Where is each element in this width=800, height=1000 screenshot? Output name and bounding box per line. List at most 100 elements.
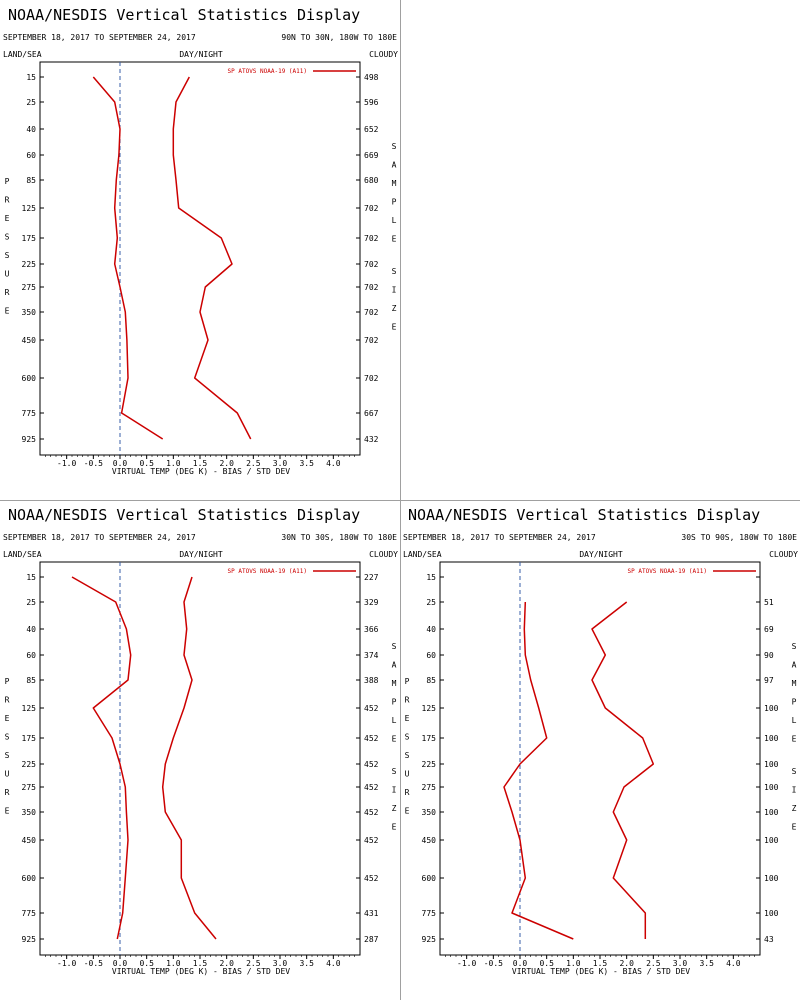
sample-axis-letter: A	[392, 161, 397, 170]
size-axis-letter: I	[392, 786, 397, 795]
x-tick-label: 2.0	[219, 959, 234, 968]
sample-size-label: 287	[364, 935, 379, 944]
cloudy-label: CLOUDY	[769, 550, 798, 559]
chart-svg-3: NOAA/NESDIS Vertical Statistics Display S…	[403, 506, 798, 976]
pressure-axis-letter: R	[5, 196, 10, 205]
sample-size-label: 452	[364, 760, 379, 769]
sample-axis-letter: E	[392, 735, 397, 744]
pressure-level-label: 25	[26, 98, 36, 107]
pressure-level-label: 60	[26, 651, 36, 660]
pressure-level-label: 225	[422, 760, 437, 769]
pressure-level-label: 925	[22, 935, 37, 944]
size-axis-letter: Z	[392, 804, 397, 813]
x-tick-label: -1.0	[457, 959, 476, 968]
pressure-axis-letter: R	[5, 696, 10, 705]
pressure-level-label: 350	[22, 308, 37, 317]
plot-frame	[439, 561, 761, 956]
bias-series-line	[92, 76, 164, 440]
std-dev-series-line	[172, 76, 252, 440]
sample-size-label: 452	[364, 704, 379, 713]
x-tick-label: 3.0	[273, 459, 288, 468]
pressure-axis-letter: E	[5, 807, 10, 816]
legend-label: SP ATOVS NOAA-19 (A11)	[228, 68, 307, 75]
pressure-level-label: 60	[26, 151, 36, 160]
sample-axis-letter: P	[392, 198, 397, 207]
pressure-level-label: 85	[426, 676, 436, 685]
sample-size-label: 452	[364, 734, 379, 743]
sample-axis-letter: P	[792, 698, 797, 707]
pressure-axis-letter: U	[405, 770, 410, 779]
sample-size-label: 100	[764, 734, 779, 743]
sample-size-label: 69	[764, 625, 774, 634]
sample-size-label: 100	[764, 909, 779, 918]
sample-size-label: 702	[364, 374, 379, 383]
pressure-level-label: 275	[22, 283, 37, 292]
x-tick-label: 1.5	[193, 959, 208, 968]
sample-size-label: 667	[364, 409, 379, 418]
pressure-level-label: 175	[22, 734, 37, 743]
pressure-level-label: 15	[26, 573, 36, 582]
chart-svg-2: NOAA/NESDIS Vertical Statistics Display S…	[3, 506, 398, 976]
pressure-level-label: 775	[22, 409, 37, 418]
x-tick-label: 3.0	[273, 959, 288, 968]
pressure-level-label: 450	[22, 836, 37, 845]
sample-size-label: 43	[764, 935, 774, 944]
pressure-axis-letter: P	[5, 677, 10, 686]
x-axis-label: VIRTUAL TEMP (DEG K) - BIAS / STD DEV	[112, 967, 290, 976]
pressure-axis-letter: R	[5, 288, 10, 297]
x-tick-label: -1.0	[57, 459, 76, 468]
pressure-axis-letter: U	[5, 770, 10, 779]
sample-axis-letter: E	[392, 235, 397, 244]
sample-axis-letter: S	[392, 642, 397, 651]
pressure-level-label: 225	[22, 760, 37, 769]
pressure-axis-letter: R	[5, 788, 10, 797]
sample-size-label: 702	[364, 336, 379, 345]
sample-axis-letter: L	[392, 716, 397, 725]
pressure-axis-letter: R	[405, 696, 410, 705]
x-tick-label: 2.5	[246, 459, 261, 468]
pressure-level-label: 175	[422, 734, 437, 743]
chart-panel-2: NOAA/NESDIS Vertical Statistics Display S…	[0, 500, 400, 1000]
sample-size-label: 452	[364, 808, 379, 817]
region-label: 90N TO 30N, 180W TO 180E	[281, 33, 397, 42]
x-tick-label: 4.0	[326, 459, 341, 468]
x-tick-label: 1.0	[166, 459, 181, 468]
sample-axis-letter: E	[792, 735, 797, 744]
chart-panel-3: NOAA/NESDIS Vertical Statistics Display S…	[400, 500, 800, 1000]
x-tick-label: 2.5	[646, 959, 661, 968]
sample-size-label: 452	[364, 874, 379, 883]
pressure-level-label: 40	[26, 625, 36, 634]
sample-axis-letter: M	[792, 679, 797, 688]
land-sea-label: LAND/SEA	[3, 50, 42, 59]
pressure-axis-letter: S	[5, 251, 10, 260]
sample-axis-letter: L	[792, 716, 797, 725]
panel-divider-horizontal	[0, 500, 800, 501]
size-axis-letter: Z	[792, 804, 797, 813]
sample-size-label: 329	[364, 598, 379, 607]
std-dev-series-line	[591, 601, 655, 939]
pressure-level-label: 225	[22, 260, 37, 269]
date-range: SEPTEMBER 18, 2017 TO SEPTEMBER 24, 2017	[3, 533, 196, 542]
x-tick-label: -0.5	[84, 459, 103, 468]
x-tick-label: 0.5	[139, 959, 154, 968]
chart-svg-1: NOAA/NESDIS Vertical Statistics Display S…	[3, 6, 398, 476]
pressure-axis-letter: E	[405, 714, 410, 723]
size-axis-letter: E	[392, 323, 397, 332]
pressure-level-label: 85	[26, 176, 36, 185]
day-night-label: DAY/NIGHT	[179, 550, 223, 559]
pressure-level-label: 15	[26, 73, 36, 82]
pressure-level-label: 125	[22, 204, 37, 213]
pressure-level-label: 600	[22, 374, 37, 383]
sample-axis-letter: M	[392, 679, 397, 688]
chart-title: NOAA/NESDIS Vertical Statistics Display	[408, 506, 760, 524]
x-tick-label: -1.0	[57, 959, 76, 968]
pressure-level-label: 350	[422, 808, 437, 817]
land-sea-label: LAND/SEA	[403, 550, 442, 559]
sample-size-label: 596	[364, 98, 379, 107]
pressure-axis-letter: S	[405, 733, 410, 742]
sample-size-label: 452	[364, 783, 379, 792]
sample-size-label: 374	[364, 651, 379, 660]
legend-label: SP ATOVS NOAA-19 (A11)	[628, 568, 707, 575]
x-tick-label: 0.5	[139, 459, 154, 468]
sample-size-label: 388	[364, 676, 379, 685]
